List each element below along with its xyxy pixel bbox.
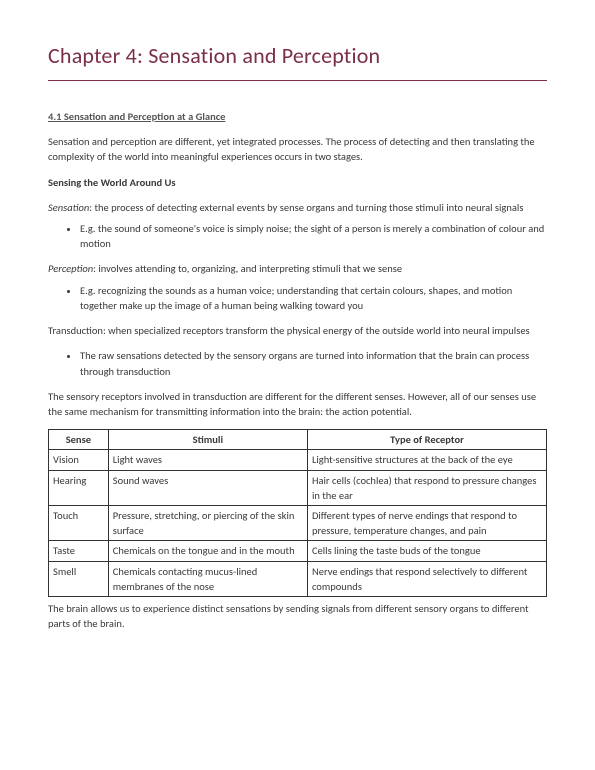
table-header-row: Sense Stimuli Type of Receptor bbox=[49, 430, 547, 450]
cell-receptor: Different types of nerve endings that re… bbox=[307, 506, 546, 541]
cell-receptor: Light-sensitive structures at the back o… bbox=[307, 450, 546, 470]
cell-sense: Vision bbox=[49, 450, 109, 470]
table-row: Taste Chemicals on the tongue and in the… bbox=[49, 541, 547, 561]
chapter-title: Chapter 4: Sensation and Perception bbox=[48, 40, 547, 72]
list-item: E.g. the sound of someone's voice is sim… bbox=[80, 221, 547, 251]
cell-stimuli: Pressure, stretching, or piercing of the… bbox=[108, 506, 307, 541]
table-row: Vision Light waves Light-sensitive struc… bbox=[49, 450, 547, 470]
cell-sense: Touch bbox=[49, 506, 109, 541]
sensation-def-text: : the process of detecting external even… bbox=[89, 201, 523, 214]
cell-sense: Hearing bbox=[49, 470, 109, 505]
header-receptor: Type of Receptor bbox=[307, 430, 546, 450]
cell-receptor: Nerve endings that respond selectively t… bbox=[307, 561, 546, 596]
table-row: Hearing Sound waves Hair cells (cochlea)… bbox=[49, 470, 547, 505]
sensation-term: Sensation bbox=[48, 201, 89, 214]
list-item: The raw sensations detected by the senso… bbox=[80, 348, 547, 378]
transduction-example-list: The raw sensations detected by the senso… bbox=[48, 348, 547, 378]
subheading: Sensing the World Around Us bbox=[48, 175, 547, 190]
cell-stimuli: Chemicals on the tongue and in the mouth bbox=[108, 541, 307, 561]
sensation-definition: Sensation: the process of detecting exte… bbox=[48, 200, 547, 215]
outro-paragraph: The brain allows us to experience distin… bbox=[48, 601, 547, 631]
cell-receptor: Hair cells (cochlea) that respond to pre… bbox=[307, 470, 546, 505]
transduction-definition: Transduction: when specialized receptors… bbox=[48, 323, 547, 338]
sensation-example-list: E.g. the sound of someone's voice is sim… bbox=[48, 221, 547, 251]
table-row: Smell Chemicals contacting mucus-lined m… bbox=[49, 561, 547, 596]
cell-stimuli: Light waves bbox=[108, 450, 307, 470]
list-item: E.g. recognizing the sounds as a human v… bbox=[80, 283, 547, 313]
receptors-paragraph: The sensory receptors involved in transd… bbox=[48, 389, 547, 419]
cell-sense: Taste bbox=[49, 541, 109, 561]
perception-example-list: E.g. recognizing the sounds as a human v… bbox=[48, 283, 547, 313]
table-row: Touch Pressure, stretching, or piercing … bbox=[49, 506, 547, 541]
section-heading: 4.1 Sensation and Perception at a Glance bbox=[48, 109, 547, 124]
intro-paragraph: Sensation and perception are different, … bbox=[48, 134, 547, 164]
perception-def-text: : involves attending to, organizing, and… bbox=[93, 262, 402, 275]
senses-table: Sense Stimuli Type of Receptor Vision Li… bbox=[48, 429, 547, 597]
perception-definition: Perception: involves attending to, organ… bbox=[48, 261, 547, 276]
header-stimuli: Stimuli bbox=[108, 430, 307, 450]
perception-term: Perception bbox=[48, 262, 93, 275]
cell-sense: Smell bbox=[49, 561, 109, 596]
cell-receptor: Cells lining the taste buds of the tongu… bbox=[307, 541, 546, 561]
cell-stimuli: Sound waves bbox=[108, 470, 307, 505]
cell-stimuli: Chemicals contacting mucus-lined membran… bbox=[108, 561, 307, 596]
title-divider bbox=[48, 80, 547, 81]
header-sense: Sense bbox=[49, 430, 109, 450]
